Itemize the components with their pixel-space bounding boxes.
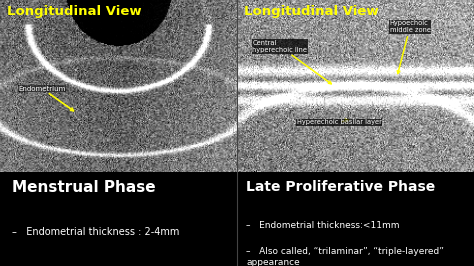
Text: Longitudinal View: Longitudinal View bbox=[7, 5, 142, 18]
Text: Menstrual Phase: Menstrual Phase bbox=[12, 180, 155, 195]
Text: Longitudinal View: Longitudinal View bbox=[244, 5, 379, 18]
Text: –   Also called, “trilaminar”, “triple-layered”
appearance: – Also called, “trilaminar”, “triple-lay… bbox=[246, 247, 444, 266]
Text: Hypoechoic
middle zone: Hypoechoic middle zone bbox=[390, 20, 430, 73]
Text: Hyperechoic basilar layer: Hyperechoic basilar layer bbox=[297, 119, 382, 125]
Text: –   Endometrial thickness : 2-4mm: – Endometrial thickness : 2-4mm bbox=[12, 227, 179, 237]
Text: Endometrium: Endometrium bbox=[18, 86, 73, 111]
Text: Late Proliferative Phase: Late Proliferative Phase bbox=[246, 180, 436, 194]
Text: Central
hyperechoic line: Central hyperechoic line bbox=[253, 40, 331, 84]
Text: –   Endometrial thickness:<11mm: – Endometrial thickness:<11mm bbox=[246, 221, 400, 230]
